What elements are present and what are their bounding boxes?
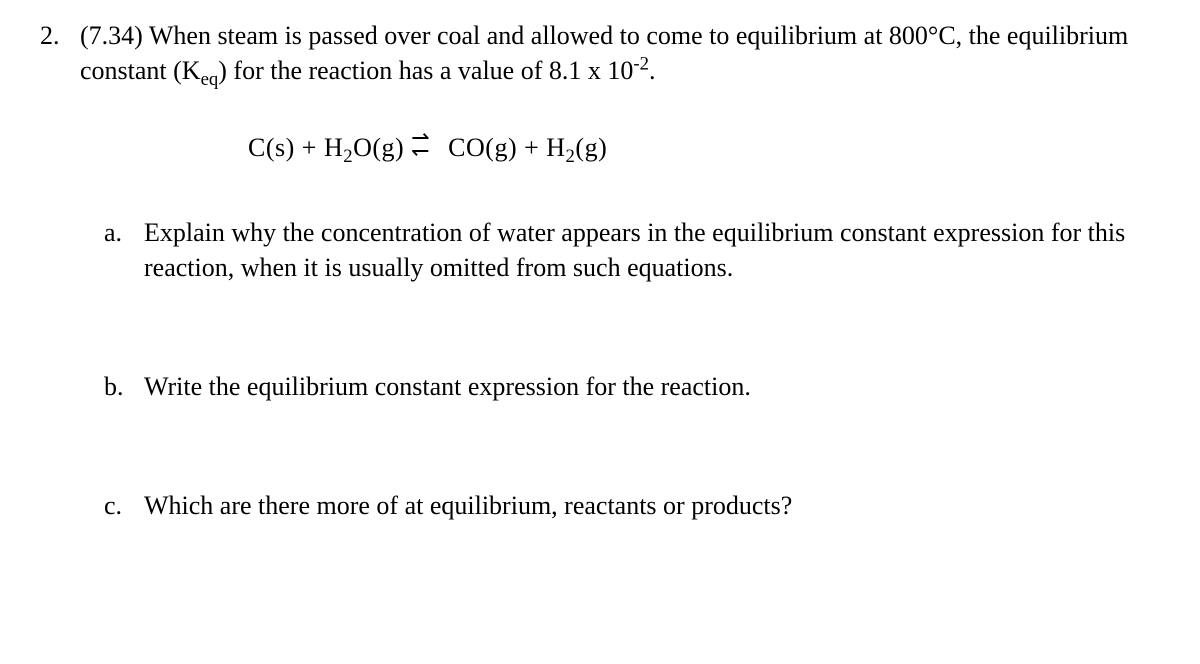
question-number: 2.	[40, 18, 80, 53]
intro-text-2: ) for the reaction has a value of 8.1 x …	[218, 56, 633, 85]
question-parts: a. Explain why the concentration of wate…	[40, 215, 1160, 523]
question-intro: 2. (7.34) When steam is passed over coal…	[40, 18, 1160, 88]
part-a-label: a.	[104, 215, 144, 250]
part-a: a. Explain why the concentration of wate…	[104, 215, 1160, 285]
eq-t1: C(s) + H	[248, 133, 343, 162]
part-b-label: b.	[104, 369, 144, 404]
page: 2. (7.34) When steam is passed over coal…	[0, 0, 1200, 524]
eq-s1: 2	[343, 146, 353, 167]
exponent: -2	[633, 53, 649, 74]
eq-t2: O(g)	[353, 133, 411, 162]
eq-t3: CO(g) + H	[441, 133, 565, 162]
eq-s2: 2	[566, 146, 576, 167]
part-c-text: Which are there more of at equilibrium, …	[144, 488, 1160, 523]
part-c: c. Which are there more of at equilibriu…	[104, 488, 1160, 523]
question-ref: (7.34)	[80, 21, 143, 50]
keq-subscript: eq	[201, 69, 219, 90]
equilibrium-arrows-icon: ⇀↽	[411, 132, 441, 158]
question-body: (7.34) When steam is passed over coal an…	[80, 18, 1160, 88]
part-c-label: c.	[104, 488, 144, 523]
part-b: b. Write the equilibrium constant expres…	[104, 369, 1160, 404]
part-a-text: Explain why the concentration of water a…	[144, 215, 1160, 285]
reaction-equation: C(s) + H2O(g) ⇀↽ CO(g) + H2(g)	[40, 132, 1160, 163]
intro-end: .	[649, 56, 656, 85]
part-b-text: Write the equilibrium constant expressio…	[144, 369, 1160, 404]
eq-t4: (g)	[575, 133, 607, 162]
